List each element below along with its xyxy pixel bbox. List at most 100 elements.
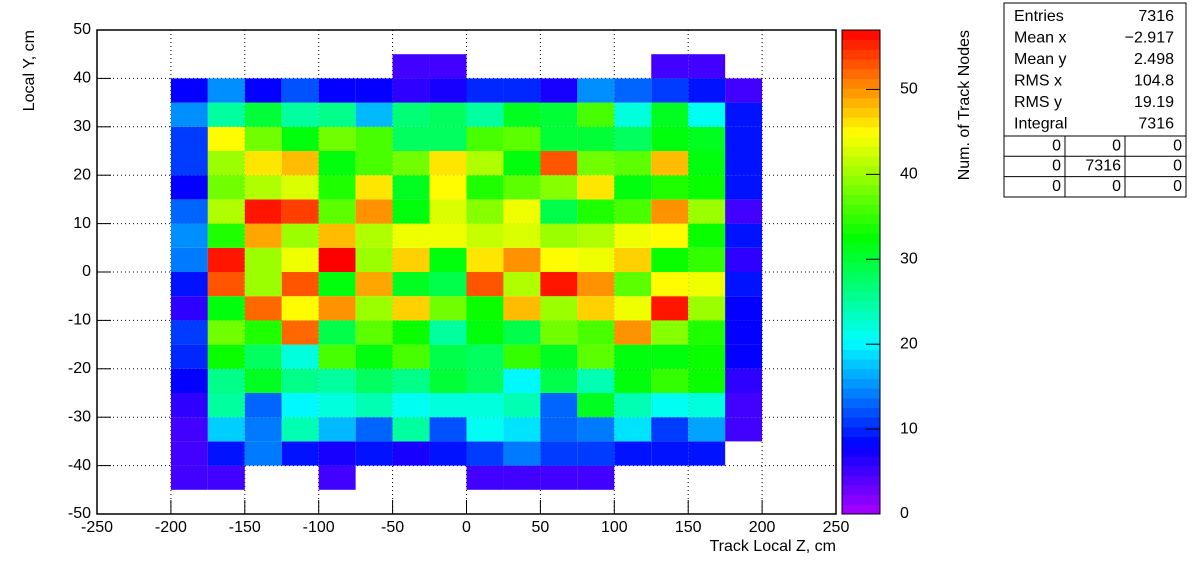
heat-cell xyxy=(725,296,763,321)
heat-cell xyxy=(244,441,282,466)
heat-cell xyxy=(429,151,467,176)
colorbar-band xyxy=(842,378,880,389)
colorbar-band xyxy=(842,146,880,157)
heat-cell xyxy=(170,199,208,224)
stats-label: Mean y xyxy=(1014,51,1066,68)
y-tick-label: 40 xyxy=(73,70,91,87)
heat-cell xyxy=(503,441,541,466)
colorbar-band xyxy=(842,59,880,70)
heat-cell xyxy=(577,441,615,466)
heat-cell xyxy=(207,126,245,151)
x-tick-label: 100 xyxy=(601,519,628,536)
heat-cell xyxy=(725,368,763,393)
x-tick-label: -50 xyxy=(381,519,404,536)
heat-cell xyxy=(207,296,245,321)
colorbar-band xyxy=(842,397,880,409)
heat-cell xyxy=(355,247,393,272)
heat-cell xyxy=(725,466,762,490)
heat-cell xyxy=(577,393,615,418)
y-tick-label: -30 xyxy=(68,408,91,425)
heat-cell xyxy=(503,272,541,297)
colorbar-band xyxy=(842,475,880,486)
heat-cell xyxy=(688,417,726,442)
heat-cell xyxy=(466,199,504,224)
stats-cell: 0 xyxy=(1173,158,1182,175)
heat-cell xyxy=(244,151,282,176)
heat-cell xyxy=(688,441,726,466)
heat-cell xyxy=(355,368,393,393)
colorbar-band xyxy=(842,436,880,447)
stats-cell: 0 xyxy=(1173,137,1182,154)
colorbar-band xyxy=(842,88,880,99)
x-tick-label: -100 xyxy=(303,519,335,536)
heat-cell xyxy=(392,54,430,79)
z-tick-label: 0 xyxy=(900,505,909,522)
heat-cell xyxy=(170,223,208,248)
heat-cell xyxy=(688,466,725,490)
colorbar-band xyxy=(842,126,880,137)
heat-cell xyxy=(318,102,356,127)
colorbar-band xyxy=(842,339,880,350)
heat-cell xyxy=(725,223,763,248)
heat-cell xyxy=(318,368,356,393)
heat-cell xyxy=(429,54,467,79)
heat-cell xyxy=(244,393,282,418)
heat-cell xyxy=(466,247,504,272)
heat-cell xyxy=(688,151,726,176)
heat-cell xyxy=(281,368,319,393)
heat-cell xyxy=(170,102,208,127)
stats-value: 2.498 xyxy=(1134,51,1174,68)
heat-cell xyxy=(281,441,319,466)
heat-cell xyxy=(429,393,467,418)
heat-cell xyxy=(244,344,282,369)
x-tick-label: -250 xyxy=(81,519,113,536)
heat-cell xyxy=(503,344,541,369)
colorbar-band xyxy=(842,155,880,167)
heat-cell xyxy=(651,175,689,200)
heat-cell xyxy=(466,344,504,369)
heat-cell xyxy=(207,78,245,103)
colorbar-band xyxy=(842,262,880,273)
heat-cell xyxy=(540,199,578,224)
heat-cell xyxy=(170,175,208,200)
z-tick-label: 30 xyxy=(900,250,918,267)
heat-cell xyxy=(392,441,430,466)
x-tick-label: 0 xyxy=(462,519,471,536)
heat-cell xyxy=(725,54,762,78)
heat-cell xyxy=(355,102,393,127)
heat-cell xyxy=(318,223,356,248)
colorbar-band xyxy=(842,417,880,428)
heat-cell xyxy=(540,175,578,200)
heat-cell xyxy=(651,466,688,490)
heat-cell xyxy=(651,272,689,297)
heat-cell xyxy=(466,417,504,442)
heat-cell xyxy=(244,223,282,248)
colorbar-frame xyxy=(841,29,881,515)
stats-label: RMS x xyxy=(1014,73,1062,90)
heat-cell xyxy=(281,126,319,151)
heat-cell xyxy=(577,223,615,248)
heat-cell xyxy=(503,417,541,442)
heat-cell xyxy=(281,272,319,297)
heat-cell xyxy=(392,344,430,369)
heat-cell xyxy=(651,151,689,176)
heat-cell xyxy=(688,78,726,103)
heat-cell xyxy=(577,296,615,321)
heat-cell xyxy=(170,344,208,369)
heat-cell xyxy=(429,247,467,272)
heat-cell xyxy=(392,151,430,176)
heat-cell xyxy=(429,320,467,345)
colorbar-band xyxy=(842,117,880,128)
heat-cell xyxy=(614,247,652,272)
heat-cell xyxy=(281,78,319,103)
heat-cell xyxy=(355,344,393,369)
heat-cell xyxy=(614,223,652,248)
heat-cell xyxy=(688,320,726,345)
heat-cell xyxy=(393,466,430,490)
heat-cell xyxy=(392,199,430,224)
heat-cell xyxy=(540,151,578,176)
colorbar-band xyxy=(842,291,880,302)
x-tick-label: -150 xyxy=(229,519,261,536)
heat-cell xyxy=(429,78,467,103)
heat-cell xyxy=(429,199,467,224)
